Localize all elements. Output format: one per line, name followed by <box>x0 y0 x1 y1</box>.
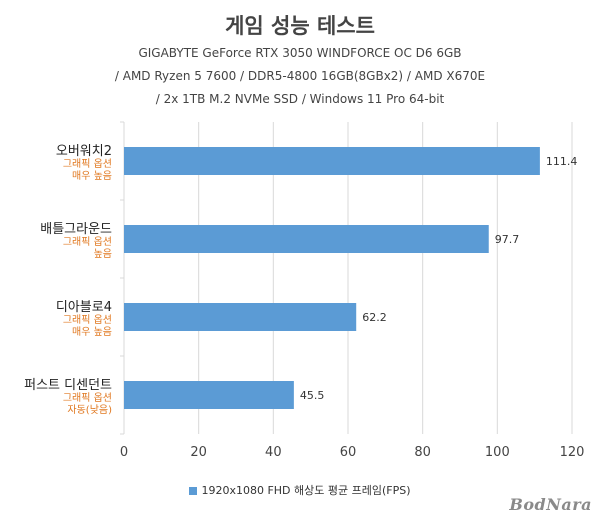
chart-subtitle-line-1: GIGABYTE GeForce RTX 3050 WINDFORCE OC D… <box>138 46 462 60</box>
x-tick-label: 20 <box>190 445 207 460</box>
legend-label: 1920x1080 FHD 해상도 평균 프레임(FPS) <box>201 484 411 497</box>
category-option-label: 그래픽 옵션 매우 높음 <box>63 315 112 339</box>
chart-title: 게임 성능 테스트 <box>225 14 375 38</box>
x-tick-label: 60 <box>340 445 357 460</box>
category-option-line: 매우 높음 <box>72 327 112 338</box>
category-option-line: 자동(낮음) <box>67 405 112 416</box>
x-tick-label: 120 <box>560 445 585 460</box>
legend-swatch <box>189 487 198 495</box>
category-option-line: 그래픽 옵션 <box>62 315 112 326</box>
category-label: 오버워치2 <box>55 144 112 159</box>
bar-value-label: 97.7 <box>495 233 520 246</box>
category-option-line: 그래픽 옵션 <box>62 393 112 404</box>
chart-subtitle-line-3: / 2x 1TB M.2 NVMe SSD / Windows 11 Pro 6… <box>155 92 445 106</box>
category-option-line: 매우 높음 <box>72 171 112 182</box>
bar <box>124 147 540 175</box>
x-tick-label: 40 <box>265 445 282 460</box>
bar <box>124 225 489 253</box>
bar-value-label: 111.4 <box>546 155 578 168</box>
category-label: 배틀그라운드 <box>40 222 112 237</box>
category-option-label: 그래픽 옵션 매우 높음 <box>63 159 112 183</box>
x-tick-label: 100 <box>485 445 510 460</box>
category-option-label: 그래픽 옵션 높음 <box>63 237 112 261</box>
bar-value-label: 62.2 <box>362 311 387 324</box>
category-option-line: 그래픽 옵션 <box>62 237 112 248</box>
category-option-label: 그래픽 옵션 자동(낮음) <box>63 393 112 417</box>
category-label: 퍼스트 디센던트 <box>24 378 112 393</box>
x-tick-label: 0 <box>120 445 128 460</box>
bar <box>124 381 294 409</box>
x-tick-label: 80 <box>414 445 431 460</box>
bar-value-label: 45.5 <box>300 389 325 402</box>
category-option-line: 높음 <box>93 249 112 260</box>
category-label: 디아블로4 <box>55 300 112 315</box>
category-option-line: 그래픽 옵션 <box>62 159 112 170</box>
bodnara-logo: BodNara <box>509 495 592 514</box>
chart-legend: 1920x1080 FHD 해상도 평균 프레임(FPS) <box>0 482 600 498</box>
chart-subtitle-line-2: / AMD Ryzen 5 7600 / DDR5-4800 16GB(8GBx… <box>114 69 486 83</box>
bar <box>124 303 357 331</box>
